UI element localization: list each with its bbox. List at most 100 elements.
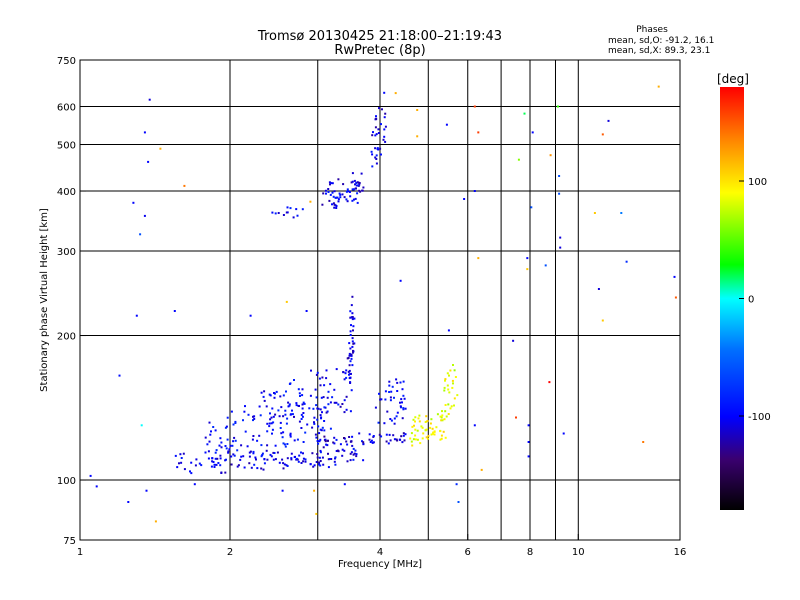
data-point (318, 463, 320, 466)
data-point (315, 512, 318, 515)
data-point (286, 417, 289, 420)
data-point (266, 430, 269, 433)
data-point (325, 411, 328, 414)
data-point (276, 451, 279, 454)
data-point (174, 454, 177, 457)
data-point (445, 123, 448, 126)
data-point (289, 434, 292, 436)
data-point (325, 192, 327, 195)
data-point (353, 452, 356, 455)
data-point (283, 463, 286, 466)
data-point (324, 189, 327, 192)
data-point (559, 246, 562, 249)
data-point (233, 436, 236, 439)
data-point (263, 399, 266, 402)
data-point (425, 415, 428, 418)
data-point (352, 349, 354, 352)
data-point (349, 452, 352, 455)
data-point (311, 426, 314, 429)
data-point (375, 158, 378, 160)
data-point (279, 395, 282, 398)
data-point (269, 412, 271, 415)
data-point (401, 417, 404, 420)
data-point (371, 441, 374, 444)
data-point (333, 442, 336, 445)
data-point (425, 428, 428, 431)
data-point (368, 438, 371, 441)
data-point (227, 451, 230, 454)
data-point (517, 158, 520, 161)
data-point (315, 396, 318, 399)
data-point (324, 440, 327, 443)
x-tick-label: 16 (674, 547, 687, 558)
data-point (352, 342, 355, 345)
data-point (332, 441, 335, 444)
data-point (214, 451, 217, 454)
data-point (416, 429, 419, 432)
data-point (343, 483, 346, 486)
data-point (248, 455, 251, 458)
data-point (414, 428, 417, 431)
data-point (385, 440, 388, 443)
data-point (289, 432, 292, 435)
data-point (372, 441, 375, 444)
data-point (315, 436, 318, 439)
data-point (435, 426, 438, 429)
data-point (232, 423, 235, 426)
data-point (674, 296, 677, 299)
data-point (350, 372, 352, 375)
data-point (523, 112, 526, 115)
data-point (335, 207, 338, 209)
data-point (316, 453, 319, 456)
data-point (266, 458, 269, 461)
data-point (384, 140, 387, 143)
data-point (339, 196, 342, 199)
data-point (384, 125, 387, 128)
data-point (319, 464, 322, 467)
data-point (291, 409, 293, 412)
data-point (300, 451, 302, 454)
data-point (132, 201, 135, 204)
data-point (424, 421, 427, 423)
y-tick-label: 750 (57, 56, 76, 67)
data-point (387, 442, 390, 445)
data-point (213, 463, 216, 466)
data-point (195, 458, 198, 461)
data-point (421, 426, 424, 429)
data-point (317, 407, 320, 410)
x-axis-ticks: 1 2 4 6 8 10 16 (77, 534, 687, 558)
data-point (315, 404, 318, 407)
data-point (399, 381, 402, 384)
data-point (349, 330, 352, 333)
data-point (273, 392, 275, 394)
data-point (355, 182, 358, 184)
data-point (300, 413, 303, 416)
data-point (393, 422, 396, 425)
data-point (297, 460, 300, 463)
data-point (323, 429, 326, 432)
data-point (321, 456, 324, 459)
data-point (204, 436, 207, 439)
data-point (329, 193, 332, 196)
data-point (248, 451, 251, 454)
data-point (388, 384, 391, 387)
data-point (274, 444, 277, 447)
data-point (355, 184, 358, 187)
stats-line-x: mean, sd,X: 89.3, 23.1 (608, 46, 710, 56)
data-point (211, 460, 214, 463)
data-point (404, 407, 407, 410)
data-point (333, 401, 336, 404)
data-point (352, 351, 354, 354)
data-point (453, 369, 456, 372)
data-point (448, 374, 450, 377)
data-point (319, 438, 322, 441)
data-point (219, 454, 222, 457)
data-point (395, 378, 398, 381)
colorbar-tick-label: -100 (748, 412, 771, 423)
data-point (343, 449, 346, 452)
data-point (327, 403, 330, 406)
data-point (323, 420, 326, 422)
data-point (319, 414, 322, 417)
data-point (343, 437, 345, 439)
data-point (147, 160, 150, 163)
